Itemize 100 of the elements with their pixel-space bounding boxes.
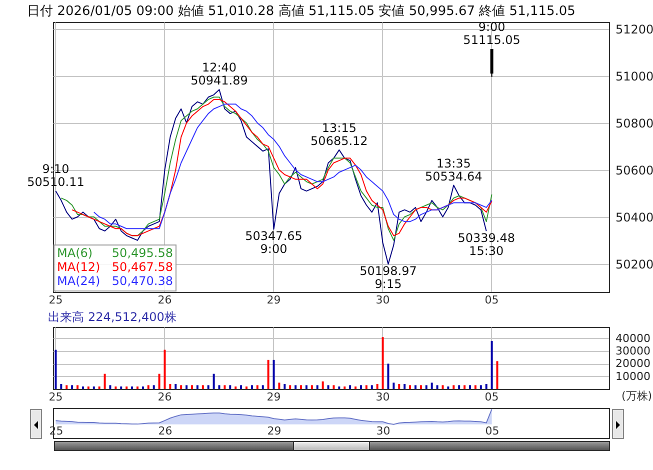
bar: [66, 385, 68, 389]
y-tick-label: 40000: [616, 332, 650, 345]
bar: [496, 361, 498, 389]
x-tick-label: 05: [485, 424, 500, 438]
bar: [354, 386, 357, 389]
y-tick-label: 50800: [616, 116, 653, 130]
bar: [327, 385, 330, 389]
x-tick-label: 26: [158, 390, 172, 404]
bar: [414, 385, 416, 389]
bar: [480, 385, 482, 389]
bar: [240, 385, 242, 389]
bar: [207, 385, 210, 389]
x-tick-label: 30: [376, 424, 390, 438]
bar: [142, 386, 144, 389]
bar: [420, 385, 422, 389]
y-tick-label: 50600: [616, 163, 653, 178]
y-tick-label: 10000: [616, 370, 650, 383]
x-tick-label: 05: [484, 294, 499, 306]
bar: [310, 385, 313, 389]
bar: [458, 385, 460, 389]
bar: [147, 385, 150, 389]
annotation: 13:15 50685.12: [310, 120, 368, 148]
chart-title: 日付 2026/01/05 09:00 始値 51,010.28 高値 51,115.05 安値 50,995.67 終値 51,115.05: [27, 2, 576, 19]
bar: [92, 386, 95, 389]
bar: [360, 385, 362, 389]
bar: [54, 350, 57, 389]
bar: [180, 385, 182, 389]
bar: [464, 385, 466, 389]
bar: [234, 386, 237, 389]
bar: [289, 385, 292, 389]
bar: [278, 382, 280, 389]
bar: [246, 386, 248, 389]
bar: [485, 384, 488, 389]
bar: [376, 384, 378, 389]
bar: [316, 385, 318, 389]
bar: [322, 381, 324, 389]
bar: [332, 385, 335, 389]
bar: [98, 386, 100, 389]
bar: [104, 374, 106, 389]
bar: [267, 360, 270, 389]
bar: [294, 385, 297, 389]
bar: [469, 385, 471, 389]
bar: [436, 385, 438, 389]
bar: [76, 385, 79, 389]
bar: [409, 385, 412, 389]
bar: [256, 385, 258, 389]
y-tick-label: 30000: [616, 344, 650, 358]
bar: [365, 385, 368, 389]
y-axis-title: (万株): [622, 390, 652, 402]
bar: [452, 385, 455, 389]
bar: [300, 385, 302, 389]
bar: [370, 385, 373, 389]
bar: [338, 386, 340, 389]
bar: [174, 384, 177, 389]
annotation: 12:40 50941.89: [190, 60, 248, 88]
x-tick-label: 29: [266, 390, 281, 404]
bar: [212, 374, 215, 389]
bar: [196, 385, 198, 389]
bar: [430, 382, 433, 389]
bar: [126, 386, 128, 389]
bar: [490, 340, 493, 389]
annotation: 50339.48 15:30: [458, 231, 515, 258]
annotation: 50347.65 9:00: [245, 229, 302, 256]
x-tick-label: 30: [376, 390, 390, 404]
bar: [87, 386, 90, 389]
x-tick-label: 05: [484, 390, 499, 404]
bar: [131, 386, 134, 389]
bar: [474, 385, 476, 389]
bar: [202, 385, 204, 389]
x-tick-label: 30: [376, 294, 390, 306]
bar: [60, 384, 62, 389]
annotation: 9:00 51115.05: [463, 20, 520, 47]
bar: [272, 360, 275, 389]
bar: [387, 364, 390, 389]
bar: [284, 384, 286, 389]
bar: [382, 337, 384, 389]
y-tick-label: 20000: [616, 357, 650, 370]
bar: [447, 386, 450, 389]
bar: [392, 382, 395, 389]
text: MA(24): [57, 274, 100, 288]
x-tick-label: 25: [48, 294, 63, 306]
text: MA(12): [57, 260, 100, 274]
bar: [152, 385, 155, 389]
bar: [109, 385, 112, 389]
bar: [229, 385, 232, 389]
x-tick-label: 25: [48, 390, 63, 404]
bar: [114, 386, 117, 389]
bar: [71, 385, 74, 389]
x-tick-label: 29: [266, 294, 281, 306]
x-tick-label: 26: [158, 424, 172, 438]
annotation: 50,495.58: [112, 246, 173, 260]
bar: [398, 384, 400, 389]
annotation: 50,470.38: [112, 274, 173, 288]
bar: [250, 385, 253, 389]
bar: [164, 350, 166, 389]
bar: [186, 385, 188, 389]
bar: [120, 386, 122, 389]
annotation: 13:35 50534.64: [425, 156, 482, 184]
bar: [425, 385, 428, 389]
x-tick-label: 26: [158, 294, 172, 306]
